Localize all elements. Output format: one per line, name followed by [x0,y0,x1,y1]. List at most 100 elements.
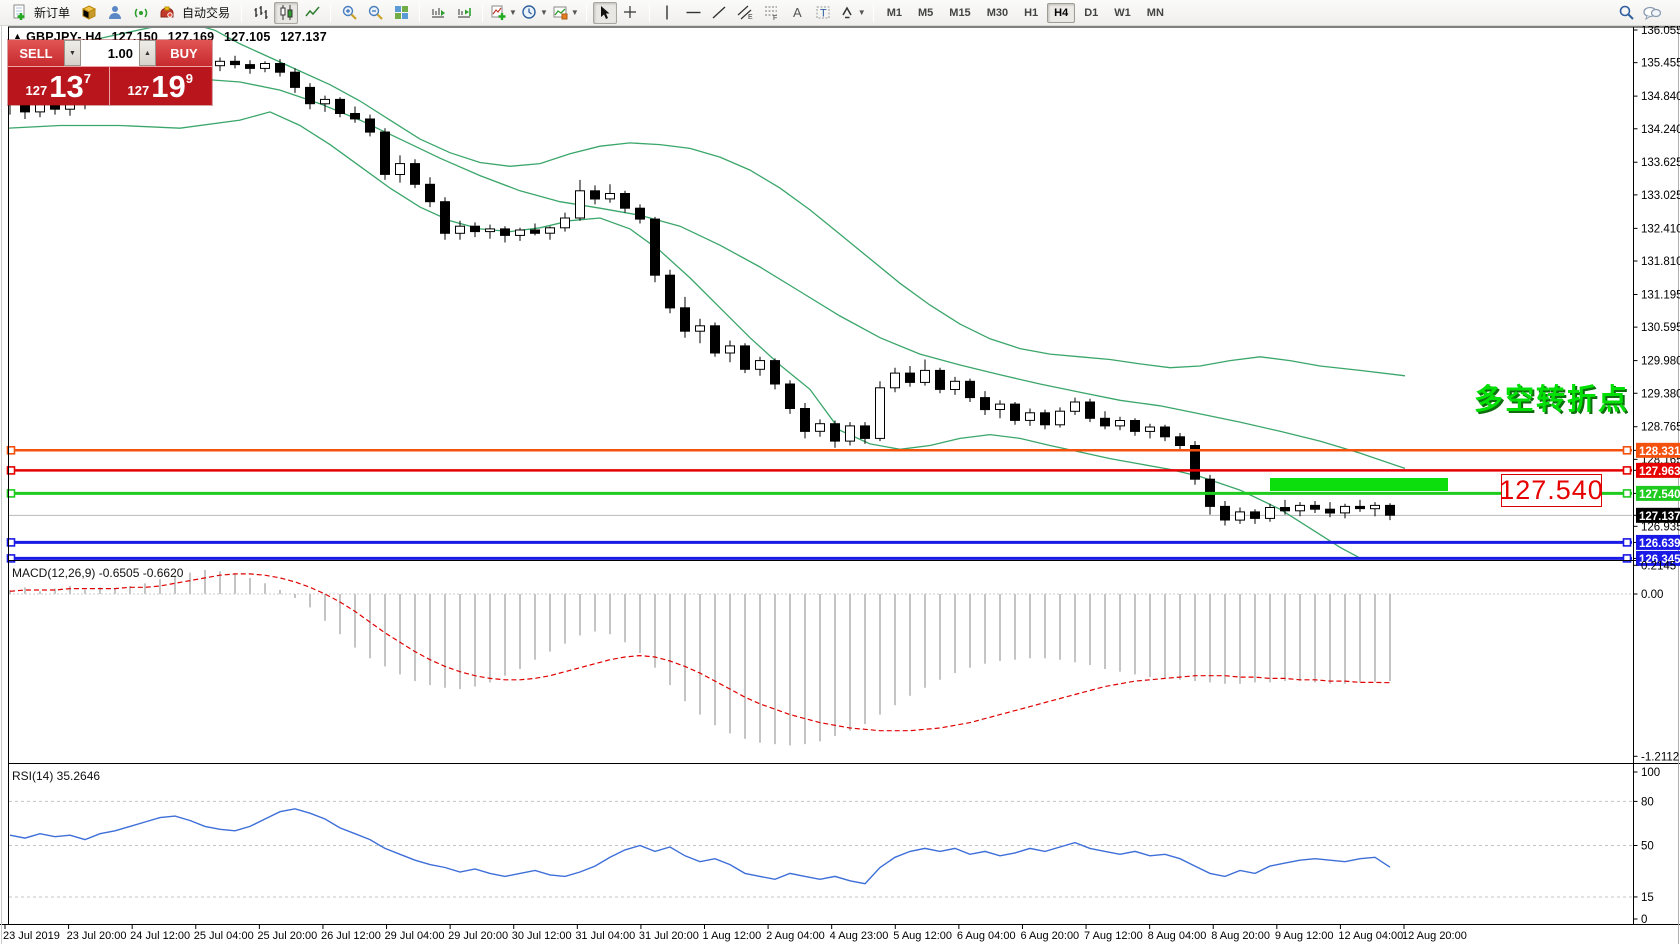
timeframe-button-m5[interactable]: M5 [918,6,934,19]
timeframe-button-m15[interactable]: M15 [949,6,971,19]
candlestick-chart-icon [280,5,293,20]
timeframe-button-m30[interactable]: M30 [986,6,1009,19]
search-button[interactable] [1614,2,1638,24]
line-anchor[interactable] [6,538,16,547]
one-click-trading-panel: SELL ▼ 1.00 ▲ BUY 127 13 7 127 19 9 [8,40,212,105]
signals-button[interactable] [129,2,153,24]
vertical-line-icon [666,5,668,20]
price-badge [1636,507,1680,523]
text-button[interactable]: A [786,2,810,24]
buy-price-display[interactable]: 127 19 9 [109,67,211,105]
crosshair-button[interactable] [619,2,643,24]
candle-body [965,380,975,399]
price-badge-label: 126.639 [1639,538,1680,550]
candle-body [830,423,840,442]
arrows-button[interactable]: ▼ [838,2,867,24]
candle-body [995,403,1005,411]
ohlc-low: 127.105 [224,30,271,44]
price-callout-box[interactable]: 127.540 [1499,474,1604,507]
cursor-button[interactable] [592,1,617,24]
candle-body [875,387,885,439]
horizontal-level-lines[interactable] [6,445,1633,563]
vertical-line-button[interactable] [656,2,680,24]
volume-down-button[interactable]: ▼ [64,40,81,66]
new-order-label[interactable]: 新订单 [34,6,71,20]
timeframe-button-h4[interactable]: H4 [1047,2,1076,23]
sell-price-display[interactable]: 127 13 7 [8,67,110,105]
toolbar-separator [330,3,332,22]
templates-button[interactable]: ▼ [551,2,580,24]
new-order-button[interactable] [7,2,31,24]
equidistant-channel-button[interactable]: E [734,2,758,24]
candle-body [350,113,360,120]
zoom-in-icon [342,5,357,20]
buy-button[interactable]: BUY [156,40,212,66]
chart-shift-button[interactable] [452,2,476,24]
line-chart-button[interactable] [300,2,324,24]
sell-button[interactable]: SELL [8,40,64,66]
chevron-up-icon: ▲ [144,49,151,57]
trendline-button[interactable] [708,2,732,24]
line-anchor[interactable] [1622,554,1632,563]
chevron-down-icon: ▼ [69,49,76,57]
add-indicator-button[interactable]: ▼ [489,2,518,24]
ohlc-close: 127.137 [280,30,327,44]
horizontal-line-button[interactable] [682,2,706,24]
candle-body [680,307,690,332]
time-axis-label: 8 Aug 20:00 [1211,930,1270,942]
sell-price-prefix: 127 [25,83,48,98]
auto-scroll-button[interactable] [426,2,450,24]
tile-windows-button[interactable] [389,2,413,24]
fibonacci-button[interactable]: F [760,2,784,24]
line-anchor[interactable] [6,489,16,498]
rsi-scale-label: 80 [1641,796,1654,808]
candle-body [590,190,600,200]
chart-shift-icon [457,8,471,18]
timeframe-button-d1[interactable]: D1 [1084,6,1099,19]
time-axis-label: 23 Jul 20:00 [67,930,127,942]
volume-input[interactable]: 1.00 [81,40,139,66]
candle-body [335,98,345,115]
timeframe-button-mn[interactable]: MN [1146,6,1164,19]
periods-button[interactable]: ▼ [520,2,549,24]
market-button[interactable] [155,2,179,24]
zoom-out-button[interactable] [363,2,387,24]
highlight-bar-annotation[interactable] [1270,478,1448,491]
bollinger-band-upper [9,28,1406,377]
time-axis[interactable]: 23 Jul 2019 23 Jul 20:00 24 Jul 12:00 25 Ju… [3,925,1467,942]
candle-body [740,345,750,370]
price-axis[interactable]: 136.055 135.455 134.840 134.240 133.625 133.0… [1633,25,1680,566]
bar-chart-button[interactable] [248,2,272,24]
macd-scale-label: 0.2145 [1641,560,1676,572]
timeframe-button-m1[interactable]: M1 [886,6,902,19]
timeframe-button-w1[interactable]: W1 [1114,6,1131,19]
line-anchor[interactable] [6,466,16,475]
line-anchor[interactable] [1622,445,1632,455]
turning-point-annotation[interactable]: 多空转折点 [1474,384,1630,416]
chevron-down-icon: ▼ [857,8,866,17]
zoom-in-button[interactable] [337,2,361,24]
tile-windows-icon [394,6,408,19]
line-anchor[interactable] [1622,489,1632,498]
candle-body [425,183,435,203]
auto-trading-label[interactable]: 自动交易 [182,6,231,20]
profiles-button[interactable] [103,2,127,24]
buy-price-prefix: 127 [127,83,150,98]
line-anchor[interactable] [6,554,16,563]
text-label-button[interactable]: T [812,2,836,24]
macd-scale-label: -1.2112 [1641,751,1679,763]
line-anchor[interactable] [1622,538,1632,547]
objects-cube-button[interactable] [77,2,101,24]
line-anchor[interactable] [6,445,16,455]
candlestick-chart-button[interactable] [274,1,299,24]
chat-button[interactable] [1640,2,1664,24]
line-anchor[interactable] [1622,466,1632,475]
time-axis-label: 6 Aug 20:00 [1020,930,1079,942]
mailbox-icon [160,6,174,18]
time-axis-label: 31 Jul 20:00 [639,930,699,942]
volume-up-button[interactable]: ▲ [139,40,156,66]
candle-body [620,193,630,209]
toolbar-separator [585,3,587,22]
timeframe-button-h1[interactable]: H1 [1024,6,1039,19]
